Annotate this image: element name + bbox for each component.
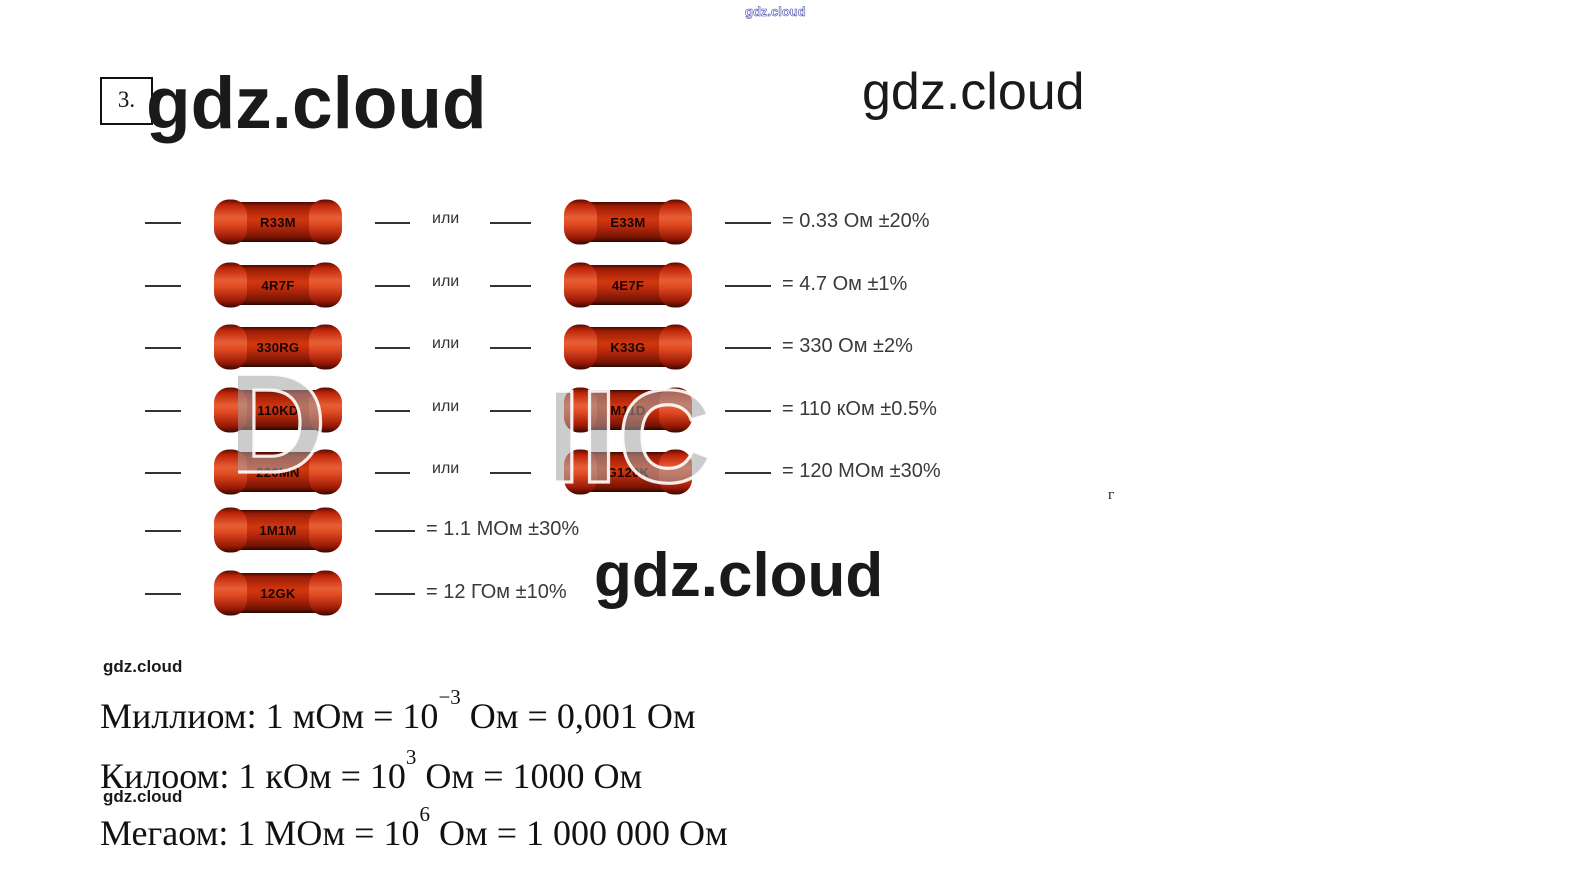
- svg-text:G120K: G120K: [607, 465, 650, 480]
- svg-text:4E7F: 4E7F: [612, 278, 644, 293]
- svg-text:1M1M: 1M1M: [259, 523, 296, 538]
- svg-text:4R7F: 4R7F: [262, 278, 295, 293]
- svg-text:gdz.cloud: gdz.cloud: [745, 4, 806, 19]
- svg-text:E33M: E33M: [610, 215, 645, 230]
- svg-text:220MN: 220MN: [256, 465, 299, 480]
- svg-text:110KD: 110KD: [257, 403, 298, 418]
- svg-text:330RG: 330RG: [257, 340, 300, 355]
- svg-text:12GK: 12GK: [260, 586, 295, 601]
- svg-text:R33M: R33M: [260, 215, 296, 230]
- svg-text:K33G: K33G: [610, 340, 645, 355]
- svg-text:M11D: M11D: [610, 403, 645, 418]
